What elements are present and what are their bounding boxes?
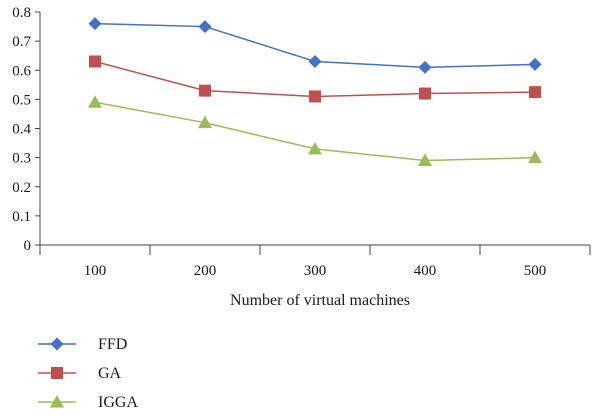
data-point-ffd: [308, 55, 322, 69]
legend-item-ffd: FFD: [38, 336, 127, 353]
y-tick-label: 0.5: [12, 92, 31, 108]
legend-marker-ga: [51, 367, 63, 379]
legend-marker-ffd: [50, 337, 64, 351]
y-tick-label: 0.2: [12, 180, 31, 196]
y-tick-label: 0: [24, 238, 32, 254]
data-point-ga: [199, 84, 211, 97]
x-tick-label: 500: [524, 263, 547, 279]
legend-item-ga: GA: [38, 365, 122, 382]
x-axis-title: Number of virtual machines: [230, 292, 410, 309]
series-igga: [88, 95, 542, 167]
y-tick-label: 0.4: [12, 122, 31, 138]
x-tick-label: 400: [414, 263, 437, 279]
y-tick-label: 0.7: [12, 34, 31, 50]
x-tick-label: 300: [304, 263, 327, 279]
data-point-igga: [88, 95, 102, 108]
series-ffd: [88, 17, 542, 74]
data-point-ga: [419, 87, 431, 100]
y-tick-label: 0.1: [12, 209, 31, 225]
data-point-igga: [198, 115, 212, 129]
data-point-igga: [528, 150, 542, 164]
data-point-ffd: [418, 60, 432, 74]
series-layer: [88, 17, 542, 167]
y-axis: 0 0.1 0.2 0.3 0.4 0.5 0.6 0.7 0.8: [12, 5, 41, 254]
y-tick-label: 0.6: [12, 63, 31, 79]
data-point-igga: [308, 141, 322, 155]
x-tick-label: 100: [84, 263, 107, 279]
legend-label-igga: IGGA: [98, 394, 138, 411]
data-point-ga: [309, 90, 321, 103]
data-point-ffd: [88, 17, 102, 31]
x-tick-label: 200: [194, 263, 217, 279]
data-point-ga: [529, 86, 541, 99]
data-point-igga: [418, 153, 432, 167]
legend-marker-igga: [50, 395, 64, 408]
data-point-ffd: [528, 57, 542, 71]
series-ga: [89, 55, 541, 103]
y-tick-label: 0.3: [12, 151, 31, 167]
data-point-ffd: [198, 20, 212, 34]
legend-item-igga: IGGA: [38, 394, 138, 411]
x-axis: 100 200 300 400 500: [39, 244, 591, 279]
data-point-ga: [89, 55, 101, 68]
legend: FFD GA IGGA: [38, 336, 138, 411]
legend-label-ga: GA: [98, 365, 122, 382]
legend-label-ffd: FFD: [98, 336, 127, 353]
y-tick-label: 0.8: [12, 5, 31, 21]
